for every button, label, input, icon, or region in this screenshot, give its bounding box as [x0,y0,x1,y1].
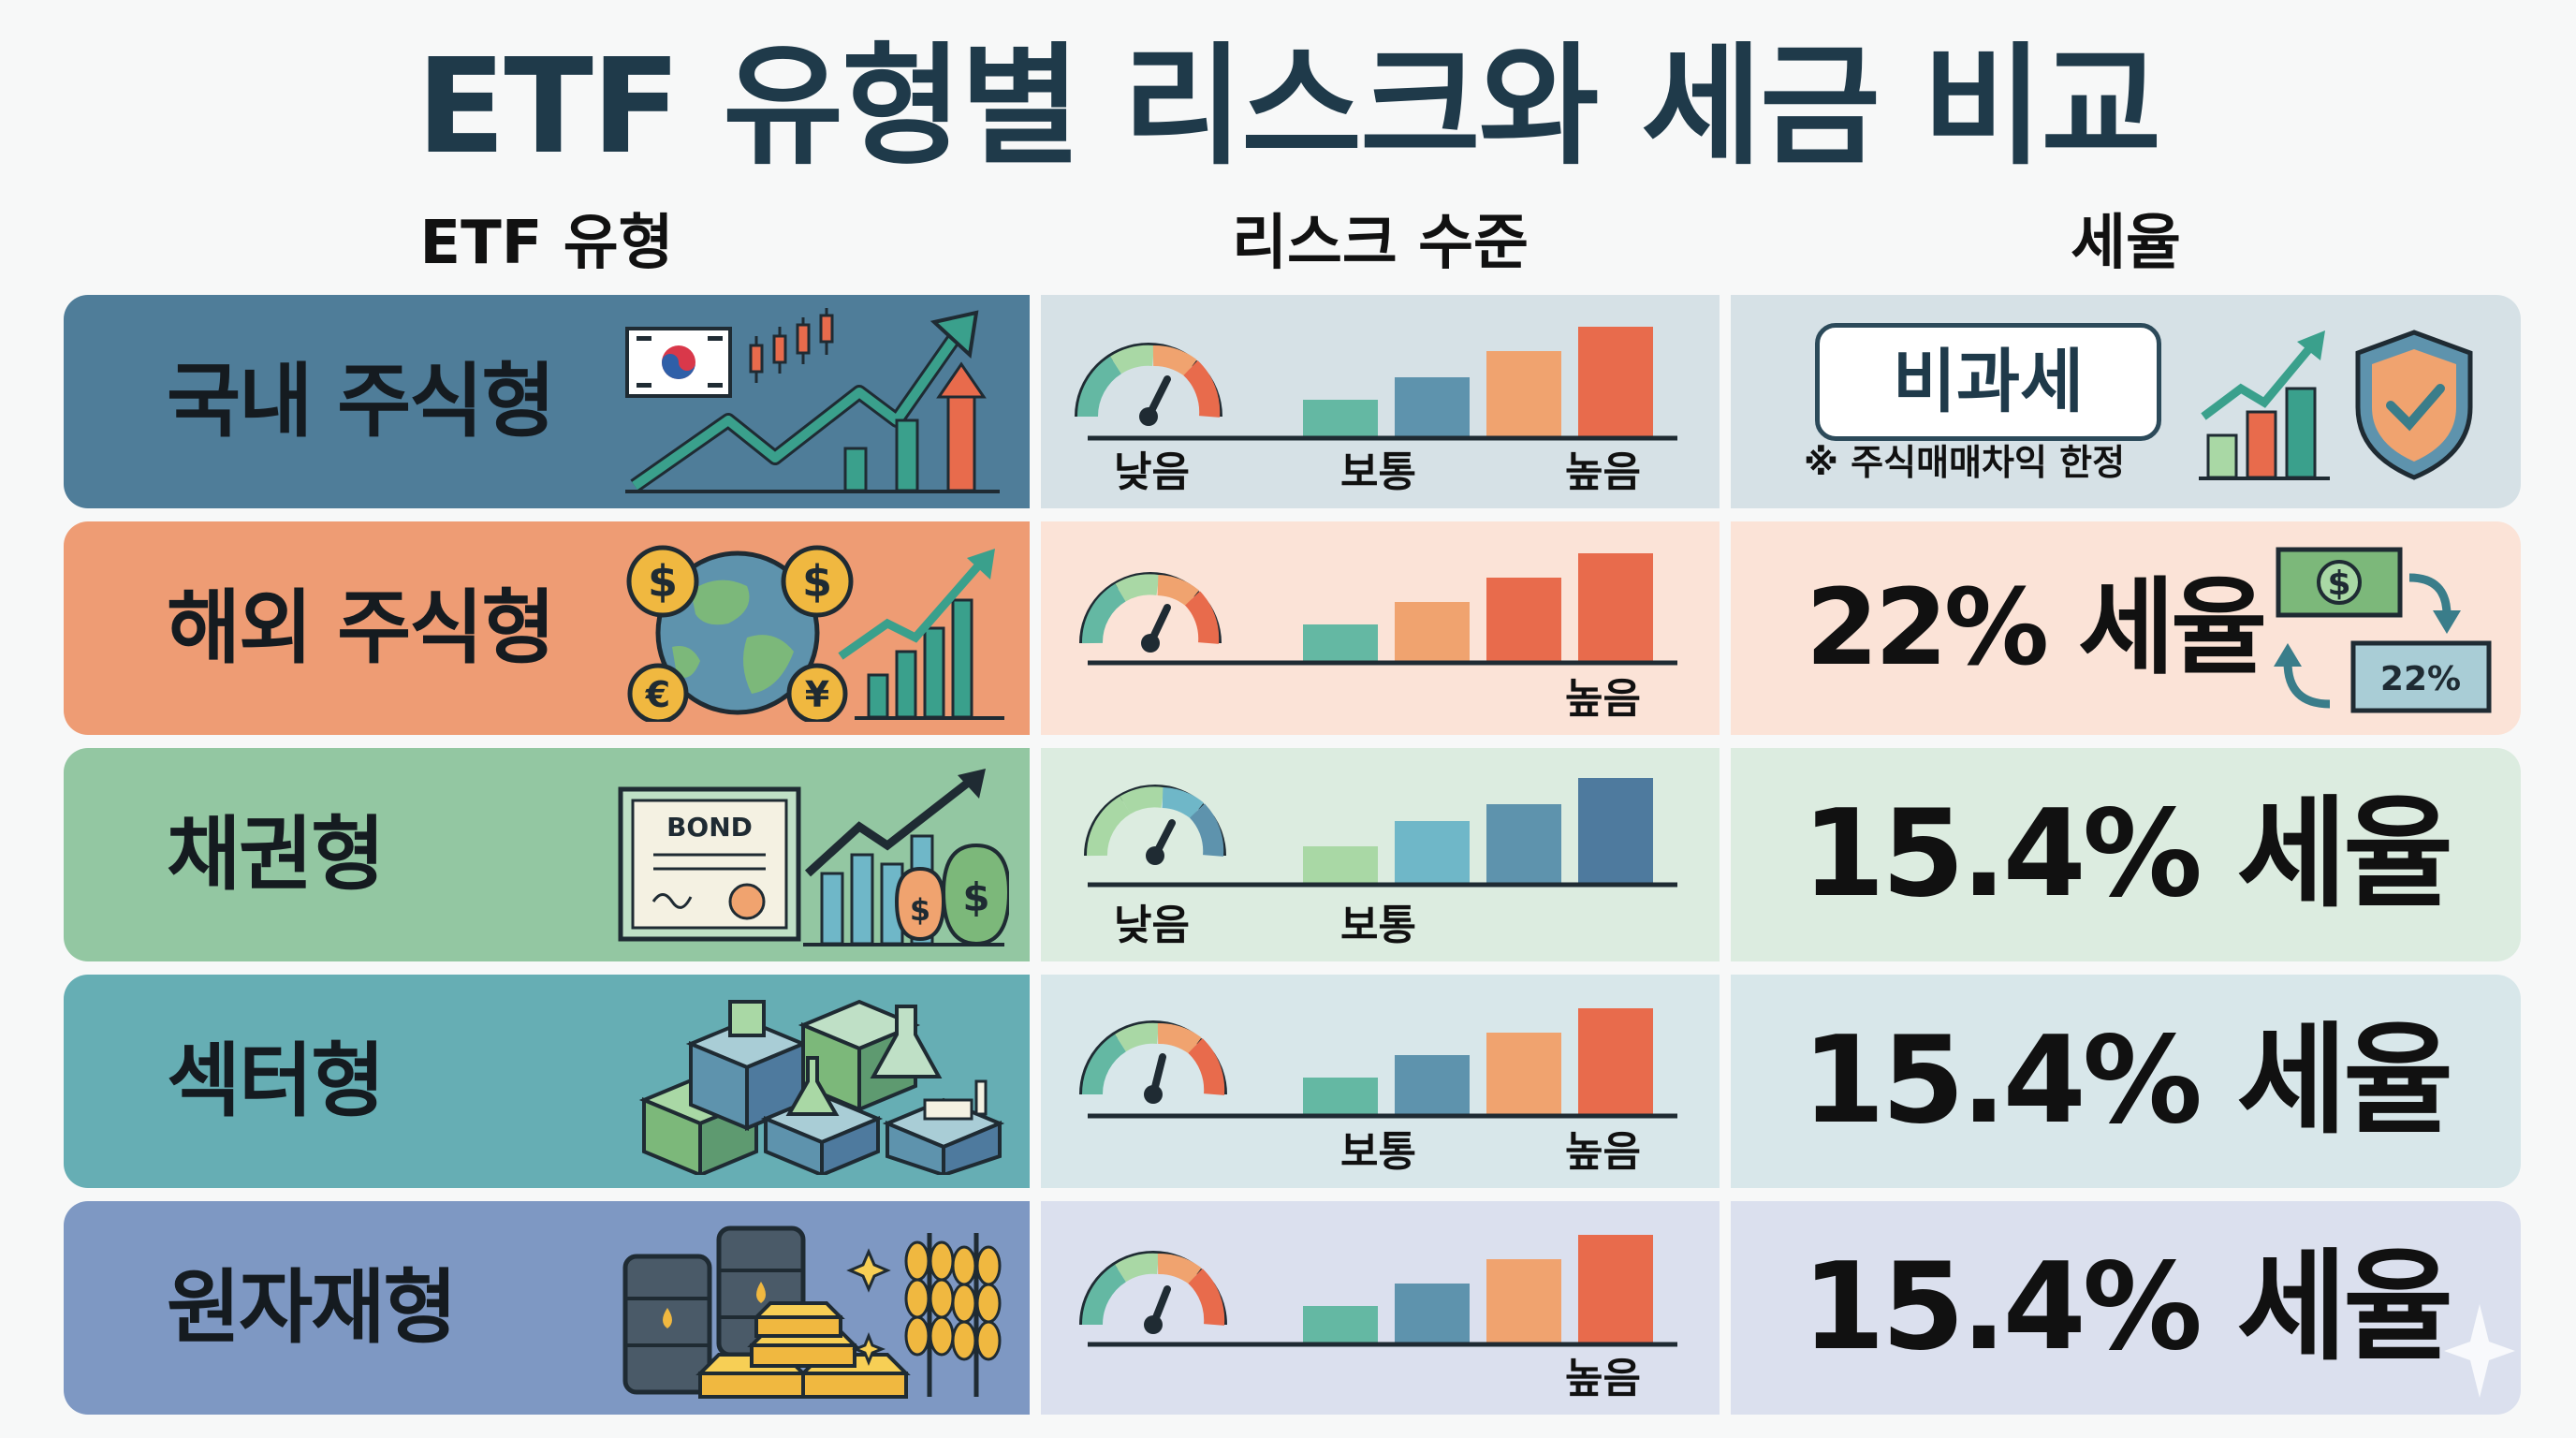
growth-shield-icon [2199,330,2473,480]
risk-label-mid: 보통 [1340,902,1416,949]
risk-label-high: 높음 [1565,448,1641,496]
risk-bar-chart [1084,778,1677,888]
etf-type-label: 채권형 [167,808,385,902]
bond-label: BOND [666,812,753,843]
etf-type-label: 섹터형 [167,1034,385,1128]
tax-cell: 15.4% 세율 [1731,1201,2521,1415]
korea-stock-chart-icon [625,308,1000,493]
risk-label-low: 낮음 [1114,448,1190,496]
risk-gauge-icon [1084,785,1226,865]
etf-type-label: 국내 주식형 [167,355,556,448]
risk-label-high: 높음 [1565,1355,1641,1402]
risk-gauge-icon [1079,572,1222,653]
tax-cell: 비과세 ※ 주식매매차익 한정 [1731,295,2521,508]
risk-cell: 보통 높음 [1041,975,1720,1188]
tax-cell: 15.4% 세율 [1731,975,2521,1188]
tax-cell: 15.4% 세율 [1731,748,2521,961]
tax-cell: 22% 세율 $ 22% [1731,521,2521,735]
type-cell: 해외 주식형 $ $ € ¥ [64,521,1030,735]
risk-gauge-icon [1079,1251,1227,1334]
etf-type-label: 원자재형 [167,1261,457,1355]
svg-text:$: $ [962,874,989,920]
svg-text:$: $ [910,892,930,928]
column-header-tax: 세율 [2071,209,2181,278]
svg-text:€: € [645,674,670,715]
risk-gauge-icon [1075,343,1222,426]
tax-rate: 22% 세율 [1806,567,2267,689]
type-cell: 국내 주식형 [64,295,1030,508]
svg-text:$: $ [2327,565,2350,603]
tax-icon-label: 22% [2380,660,2461,698]
risk-bar-chart [1075,327,1677,441]
svg-text:$: $ [802,556,832,607]
currency-exchange-icon: $ 22% [2274,547,2492,713]
risk-gauge-icon [1079,1020,1227,1104]
risk-label-low: 낮음 [1114,902,1190,949]
sparkle-icon [2444,1304,2515,1398]
tax-note: ※ 주식매매차익 한정 [1804,442,2126,483]
risk-cell: 낮음 보통 [1041,748,1720,961]
row-sector: 섹터형 [64,975,2521,1188]
globe-currency-icon: $ $ € ¥ [626,545,1004,722]
risk-bar-chart [1079,553,1677,666]
row-commodity: 원자재형 [64,1201,2521,1415]
type-cell: 채권형 BOND $ $ [64,748,1030,961]
page-title: ETF 유형별 리스크와 세금 비교 [416,31,2162,183]
etf-type-label: 해외 주식형 [167,581,556,675]
risk-label-high: 높음 [1565,675,1641,723]
risk-label-high: 높음 [1565,1128,1641,1176]
tax-rate: 15.4% 세율 [1801,785,2453,924]
tax-rate: 15.4% 세율 [1801,1238,2453,1377]
risk-cell: 낮음 보통 높음 [1041,295,1720,508]
risk-label-mid: 보통 [1340,448,1416,496]
risk-bar-chart [1079,1235,1677,1347]
row-overseas-equity: 해외 주식형 $ $ € ¥ [64,521,2521,735]
row-domestic-equity: 국내 주식형 [64,295,2521,508]
risk-cell: 높음 [1041,1201,1720,1415]
risk-cell: 높음 [1041,521,1720,735]
row-bond: 채권형 BOND $ $ [64,748,2521,961]
type-cell: 원자재형 [64,1201,1030,1415]
risk-label-mid: 보통 [1340,1128,1416,1176]
tax-rate: 15.4% 세율 [1801,1011,2453,1151]
tax-exempt-badge: 비과세 [1815,323,2161,441]
svg-text:¥: ¥ [805,674,829,715]
bond-certificate-icon: BOND $ $ [618,769,1009,946]
svg-text:$: $ [648,556,678,607]
sector-blocks-icon [638,999,1005,1175]
commodity-icon [622,1225,1002,1399]
column-header-risk: 리스크 수준 [1232,209,1529,278]
column-header-type: ETF 유형 [419,209,674,278]
type-cell: 섹터형 [64,975,1030,1188]
risk-bar-chart [1079,1008,1677,1119]
